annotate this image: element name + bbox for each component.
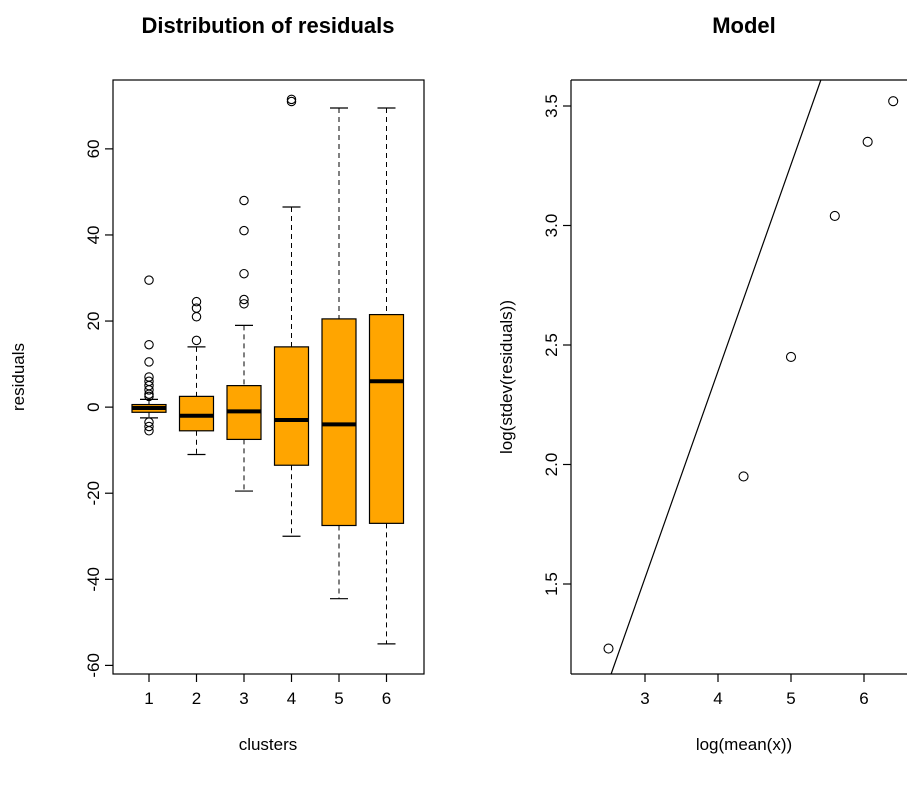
model-y-tick-label: 3.0 bbox=[542, 214, 561, 238]
boxplot-title: Distribution of residuals bbox=[141, 13, 394, 38]
model-point bbox=[738, 471, 749, 482]
box-outlier bbox=[144, 391, 154, 402]
box-outlier bbox=[286, 96, 297, 107]
box-outlier bbox=[144, 357, 154, 367]
box-outlier bbox=[144, 426, 154, 436]
model-fit-line bbox=[610, 79, 822, 675]
boxplot-x-tick-label: 5 bbox=[334, 689, 343, 708]
model-x-tick-label: 6 bbox=[859, 689, 868, 708]
boxplot-y-tick-label: 60 bbox=[84, 139, 103, 158]
model-y-tick-label: 1.5 bbox=[542, 572, 561, 596]
boxplot-box-2 bbox=[178, 296, 215, 456]
box-outlier bbox=[239, 299, 249, 309]
boxplot-box-1 bbox=[131, 275, 167, 436]
boxplot-frame bbox=[112, 79, 425, 675]
model-point bbox=[603, 643, 614, 654]
model-y-tick-label: 3.5 bbox=[542, 94, 561, 118]
boxplot-y-tick-label: 40 bbox=[84, 225, 103, 244]
model-point bbox=[862, 136, 873, 147]
model-x-label: log(mean(x)) bbox=[696, 735, 792, 754]
model-y-tick-label: 2.5 bbox=[542, 333, 561, 357]
model-x-tick-label: 5 bbox=[786, 689, 795, 708]
boxplot-box-6 bbox=[368, 107, 405, 645]
model-points bbox=[603, 96, 899, 654]
boxplot-y-tick-label: -40 bbox=[84, 567, 103, 592]
boxplot-y-tick-label: 20 bbox=[84, 312, 103, 331]
boxplot-x-tick-label: 2 bbox=[192, 689, 201, 708]
model-y-axis: 1.5 2.0 2.5 3.0 3.5 bbox=[542, 94, 571, 596]
boxplot-y-label: residuals bbox=[9, 343, 28, 411]
model-y-tick-label: 2.0 bbox=[542, 453, 561, 477]
box-iqr bbox=[321, 318, 357, 527]
boxplot-box-4 bbox=[273, 94, 310, 537]
box-iqr bbox=[273, 346, 310, 466]
boxplot-y-tick-label: -20 bbox=[84, 481, 103, 506]
box-iqr bbox=[178, 395, 215, 432]
box-outlier bbox=[239, 294, 249, 305]
box-outlier bbox=[144, 275, 154, 285]
boxplot-x-axis: 1 2 3 4 5 6 bbox=[144, 674, 391, 708]
model-x-tick-label: 3 bbox=[640, 689, 649, 708]
box-outlier bbox=[191, 335, 202, 346]
boxplot-panel: Distribution of residuals -60 -40 -20 0 20 40… bbox=[9, 13, 425, 754]
boxplot-x-tick-label: 3 bbox=[239, 689, 248, 708]
box-outlier bbox=[144, 421, 154, 432]
boxplot-y-axis: -60 -40 -20 0 20 40 60 bbox=[84, 139, 113, 678]
boxplot-y-tick-label: 0 bbox=[84, 402, 103, 411]
box-outlier bbox=[191, 311, 202, 322]
box-outlier bbox=[239, 268, 249, 279]
boxplot-y-tick-label: -60 bbox=[84, 653, 103, 678]
box-outlier bbox=[239, 225, 249, 236]
boxplot-box-5 bbox=[321, 107, 357, 600]
box-outlier bbox=[239, 195, 249, 206]
model-x-tick-label: 4 bbox=[713, 689, 722, 708]
box-outlier bbox=[191, 296, 202, 307]
boxplot-boxes bbox=[131, 94, 405, 645]
model-fit-line-group bbox=[610, 79, 822, 675]
box-outlier bbox=[144, 385, 154, 395]
box-outlier bbox=[286, 94, 297, 105]
model-point bbox=[829, 210, 840, 221]
model-point bbox=[785, 351, 797, 363]
box-outlier bbox=[191, 303, 202, 313]
boxplot-x-tick-label: 4 bbox=[287, 689, 296, 708]
model-x-axis: 3 4 5 6 bbox=[640, 674, 869, 708]
boxplot-x-label: clusters bbox=[239, 735, 298, 754]
model-point bbox=[888, 96, 899, 107]
boxplot-x-tick-label: 6 bbox=[382, 689, 391, 708]
box-iqr bbox=[368, 313, 405, 524]
box-outlier bbox=[144, 339, 154, 350]
model-y-label: log(stdev(residuals)) bbox=[497, 300, 516, 454]
model-title: Model bbox=[712, 13, 776, 38]
boxplot-x-tick-label: 1 bbox=[144, 689, 153, 708]
boxplot-box-3 bbox=[226, 195, 262, 492]
